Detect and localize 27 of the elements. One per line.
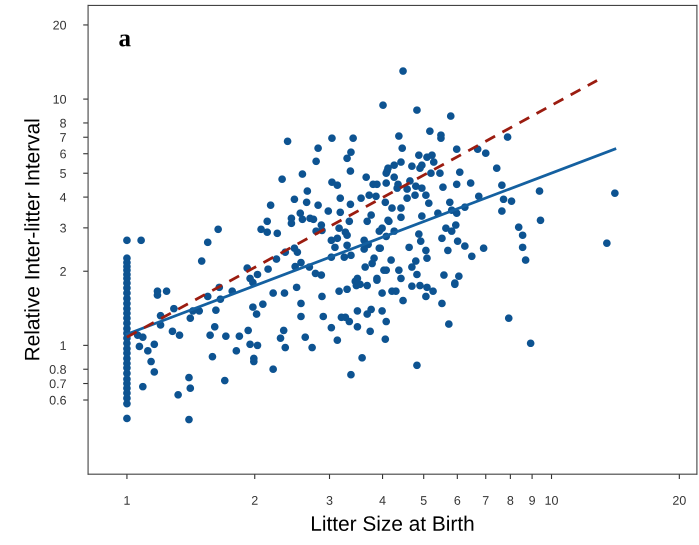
- y-tick-label: 0.7: [50, 379, 66, 388]
- y-tick-label: 2: [60, 267, 66, 276]
- y-tick-label: 0.8: [50, 365, 66, 374]
- y-tick-label: 3: [60, 224, 66, 233]
- y-axis-title: Relative Inter-litter Interval: [24, 120, 40, 360]
- x-tick-label: 1: [124, 496, 130, 505]
- x-tick-label: 6: [454, 496, 460, 505]
- y-tick-label: 20: [53, 20, 66, 30]
- x-tick-label: 4: [379, 496, 386, 505]
- y-tick-label: 4: [60, 193, 66, 202]
- x-tick-label: 3: [326, 496, 332, 505]
- y-tick-label: 8: [60, 118, 66, 128]
- y-tick-label: 10: [54, 94, 66, 104]
- x-tick-label: 9: [529, 496, 535, 505]
- x-tick-label: 8: [507, 496, 514, 505]
- annotation: a: [119, 34, 131, 46]
- x-tick-label: 10: [546, 496, 558, 505]
- x-tick-label: 2: [252, 496, 258, 505]
- x-axis-title: Litter Size at Birth: [312, 516, 474, 531]
- y-tick-label: 7: [60, 133, 66, 142]
- y-tick-label: 5: [60, 169, 66, 178]
- y-tick-label: 6: [60, 150, 66, 158]
- x-tick-label: 5: [420, 496, 427, 505]
- y-tick-label: 1: [60, 341, 66, 350]
- y-tick-label: 0.6: [50, 396, 66, 405]
- x-tick-label: 20: [673, 496, 686, 505]
- x-tick-label: 7: [482, 496, 489, 505]
